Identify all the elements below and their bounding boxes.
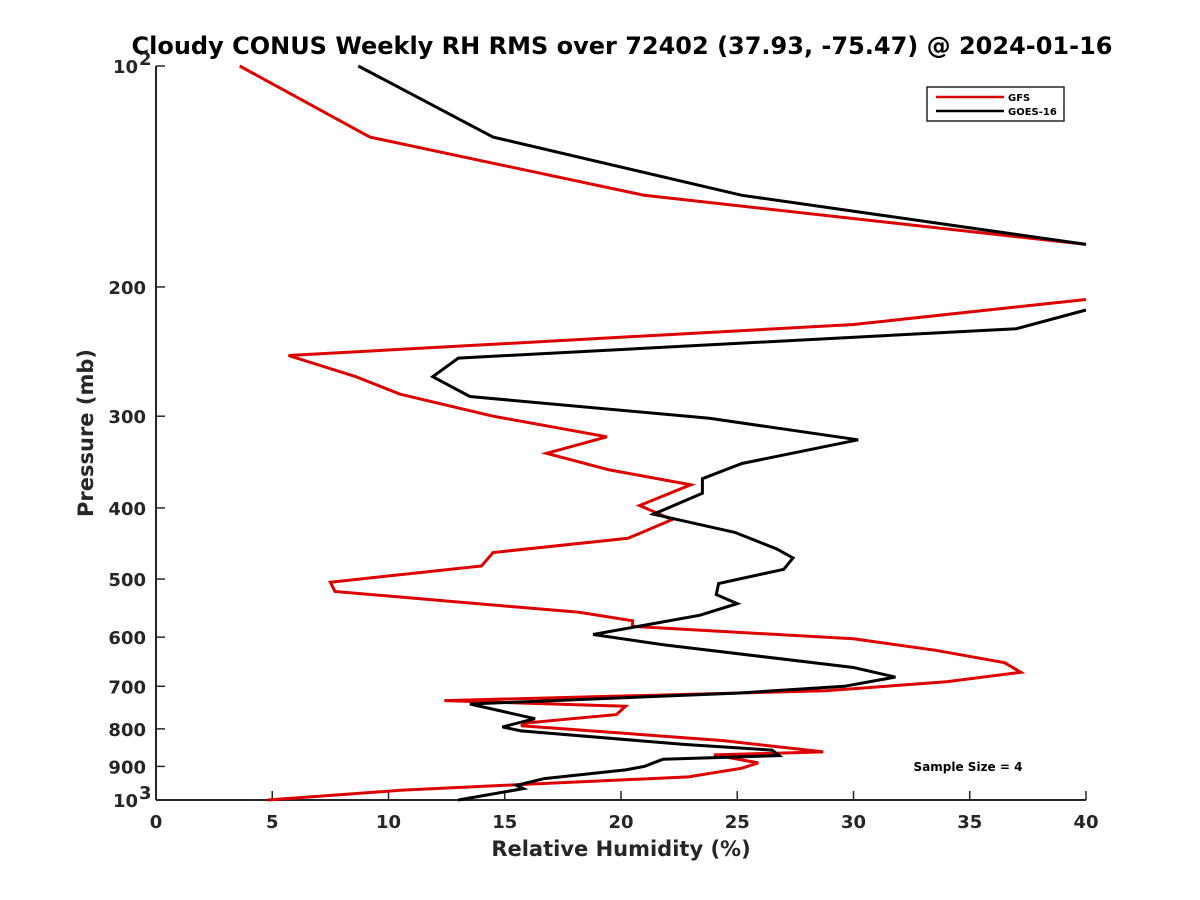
x-tick-label: 35	[957, 812, 982, 833]
y-tick-label: 10	[113, 57, 138, 78]
legend-label-goes16: GOES-16	[1008, 107, 1057, 118]
chart-title: Cloudy CONUS Weekly RH RMS over 72402 (3…	[132, 32, 1113, 60]
x-tick-label: 40	[1073, 812, 1098, 833]
y-tick-label: 900	[108, 757, 146, 778]
y-tick-label: 800	[108, 720, 146, 741]
y-tick-exponent: 3	[139, 783, 152, 804]
x-tick-label: 15	[492, 812, 517, 833]
legend-box	[926, 86, 1065, 122]
x-axis-label: Relative Humidity (%)	[491, 837, 750, 861]
x-ticks: 0 5 10 15 20 25 30 35 40	[150, 791, 1099, 833]
y-tick-label: 10	[113, 791, 138, 812]
y-tick-label: 600	[108, 628, 146, 649]
x-tick-label: 20	[608, 812, 633, 833]
legend: GFS GOES-16	[926, 86, 1065, 122]
y-tick-label: 500	[108, 570, 146, 591]
x-tick-label: 25	[725, 812, 750, 833]
series-line-goes16	[357, 64, 1087, 802]
x-tick-label: 5	[266, 812, 279, 833]
legend-label-gfs: GFS	[1008, 93, 1030, 104]
x-tick-label: 10	[376, 812, 401, 833]
y-tick-label: 400	[108, 499, 146, 520]
y-tick-label: 700	[108, 677, 146, 698]
series-layer	[238, 64, 1087, 802]
y-tick-label: 300	[108, 407, 146, 428]
plot-area: 0 5 10 15 20 25 30 35 40 10 220030040050060070080…	[108, 49, 1098, 833]
y-axis-label: Pressure (mb)	[74, 349, 98, 517]
series-line-gfs	[238, 64, 1087, 802]
y-tick-exponent: 2	[139, 49, 152, 70]
sample-size-annotation: Sample Size = 4	[914, 760, 1023, 774]
x-tick-label: 0	[150, 812, 163, 833]
y-tick-label: 200	[108, 278, 146, 299]
x-tick-label: 30	[841, 812, 866, 833]
